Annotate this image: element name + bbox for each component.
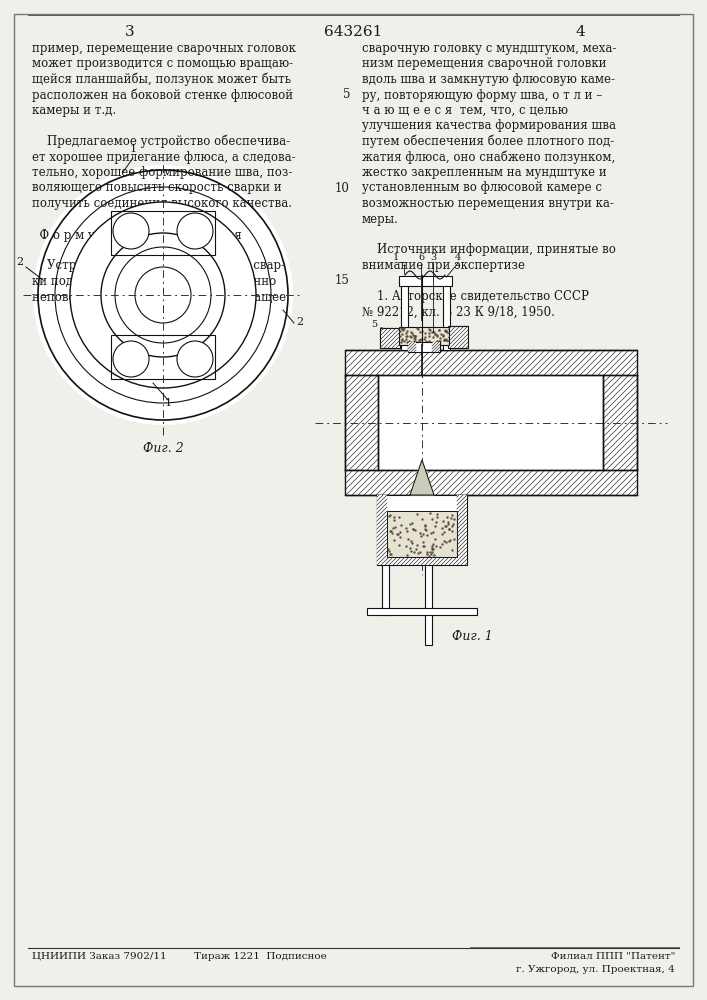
- Bar: [408, 342, 416, 352]
- Bar: [111, 335, 215, 379]
- Text: ки под слоем флюса преимущественно: ки под слоем флюса преимущественно: [32, 274, 276, 288]
- Bar: [345, 350, 637, 375]
- Bar: [425, 565, 432, 645]
- Bar: [382, 565, 389, 615]
- Circle shape: [135, 267, 191, 323]
- Text: 3: 3: [430, 253, 436, 262]
- Bar: [345, 350, 637, 495]
- Bar: [448, 326, 468, 348]
- Text: ру, повторяющую форму шва, о т л и –: ру, повторяющую форму шва, о т л и –: [362, 89, 602, 102]
- Text: расположен на боковой стенке флюсовой: расположен на боковой стенке флюсовой: [32, 89, 293, 102]
- Circle shape: [115, 247, 211, 343]
- Bar: [408, 342, 440, 352]
- Text: 643261: 643261: [324, 25, 382, 39]
- Text: щейся планшайбы, ползунок может быть: щейся планшайбы, ползунок может быть: [32, 73, 291, 87]
- Text: 4: 4: [575, 25, 585, 39]
- Bar: [432, 342, 440, 352]
- Text: внимание при экспертизе: внимание при экспертизе: [362, 259, 525, 272]
- Text: низм перемещения сварочной головки: низм перемещения сварочной головки: [362, 57, 607, 70]
- Circle shape: [177, 213, 213, 249]
- Text: Филиал ППП "Патент": Филиал ППП "Патент": [551, 952, 675, 961]
- Text: 5: 5: [342, 89, 350, 102]
- Text: ч а ю щ е е с я  тем, что, с целью: ч а ю щ е е с я тем, что, с целью: [362, 104, 568, 117]
- Bar: [443, 280, 450, 350]
- Text: сварочную головку с мундштуком, меха-: сварочную головку с мундштуком, меха-: [362, 42, 617, 55]
- Bar: [399, 327, 449, 345]
- Circle shape: [70, 202, 256, 388]
- Text: 3: 3: [125, 25, 135, 39]
- Text: 1: 1: [165, 398, 172, 408]
- Circle shape: [101, 233, 225, 357]
- Text: № 92212, кл. В 23 К 9/18, 1950.: № 92212, кл. В 23 К 9/18, 1950.: [362, 306, 555, 318]
- Text: тельно, хорошее формирование шва, поз-: тельно, хорошее формирование шва, поз-: [32, 166, 293, 179]
- Text: ет хорошее прилегание флюса, а следова-: ет хорошее прилегание флюса, а следова-: [32, 150, 296, 163]
- Text: ЦНИИПИ Заказ 7902/11: ЦНИИПИ Заказ 7902/11: [32, 952, 167, 961]
- Bar: [111, 211, 215, 255]
- Bar: [457, 495, 467, 565]
- Text: установленным во флюсовой камере с: установленным во флюсовой камере с: [362, 182, 602, 194]
- Text: Фиг. 2: Фиг. 2: [143, 442, 183, 455]
- Bar: [380, 328, 400, 348]
- Text: 1: 1: [129, 144, 136, 154]
- Text: Предлагаемое устройство обеспечива-: Предлагаемое устройство обеспечива-: [32, 135, 290, 148]
- Text: пример, перемещение сварочных головок: пример, перемещение сварочных головок: [32, 42, 296, 55]
- Bar: [378, 375, 603, 470]
- Text: получить соединения высокого качества.: получить соединения высокого качества.: [32, 197, 292, 210]
- Text: 10: 10: [335, 182, 350, 194]
- Text: Тираж 1221  Подписное: Тираж 1221 Подписное: [194, 952, 327, 961]
- Circle shape: [113, 341, 149, 377]
- Bar: [603, 375, 637, 470]
- Bar: [387, 557, 457, 565]
- Bar: [355, 375, 627, 470]
- Text: воляющего повысить скорость сварки и: воляющего повысить скорость сварки и: [32, 182, 282, 194]
- Text: 2: 2: [296, 317, 303, 327]
- Text: Ф о р м у л а  и з о б р е т е н и я: Ф о р м у л а и з о б р е т е н и я: [32, 228, 242, 241]
- Text: 15: 15: [335, 274, 350, 288]
- Text: 5: 5: [371, 320, 377, 329]
- Text: Фиг. 1: Фиг. 1: [452, 630, 493, 643]
- Text: камеры и т.д.: камеры и т.д.: [32, 104, 116, 117]
- Text: неповоротных стыков труб, содержащее: неповоротных стыков труб, содержащее: [32, 290, 286, 304]
- Polygon shape: [410, 460, 434, 495]
- Text: меры.: меры.: [362, 213, 399, 226]
- Text: может производится с помощью вращаю-: может производится с помощью вращаю-: [32, 57, 293, 70]
- Text: г. Ужгород, ул. Проектная, 4: г. Ужгород, ул. Проектная, 4: [516, 965, 675, 974]
- Text: Устройство для автоматической свар-: Устройство для автоматической свар-: [32, 259, 285, 272]
- Bar: [345, 470, 637, 495]
- Text: улучшения качества формирования шва: улучшения качества формирования шва: [362, 119, 616, 132]
- Bar: [401, 280, 408, 350]
- Circle shape: [113, 213, 149, 249]
- Text: жатия флюса, оно снабжено ползунком,: жатия флюса, оно снабжено ползунком,: [362, 150, 615, 164]
- Circle shape: [177, 341, 213, 377]
- Text: Источники информации, принятые во: Источники информации, принятые во: [362, 243, 616, 256]
- Text: вдоль шва и замкнутую флюсовую каме-: вдоль шва и замкнутую флюсовую каме-: [362, 73, 615, 86]
- Bar: [399, 276, 452, 286]
- Text: 1. Авторское свидетельство СССР: 1. Авторское свидетельство СССР: [362, 290, 589, 303]
- Text: путем обеспечения более плотного под-: путем обеспечения более плотного под-: [362, 135, 614, 148]
- Bar: [377, 495, 467, 565]
- Circle shape: [33, 165, 293, 425]
- Bar: [367, 608, 477, 615]
- Text: 2: 2: [16, 257, 23, 267]
- Bar: [387, 511, 457, 557]
- Bar: [345, 375, 378, 470]
- Text: 4: 4: [455, 253, 461, 262]
- Text: 6: 6: [418, 253, 424, 262]
- Text: 1: 1: [393, 253, 399, 262]
- Text: жестко закрепленным на мундштуке и: жестко закрепленным на мундштуке и: [362, 166, 607, 179]
- Text: возможностью перемещения внутри ка-: возможностью перемещения внутри ка-: [362, 197, 614, 210]
- Bar: [377, 495, 387, 565]
